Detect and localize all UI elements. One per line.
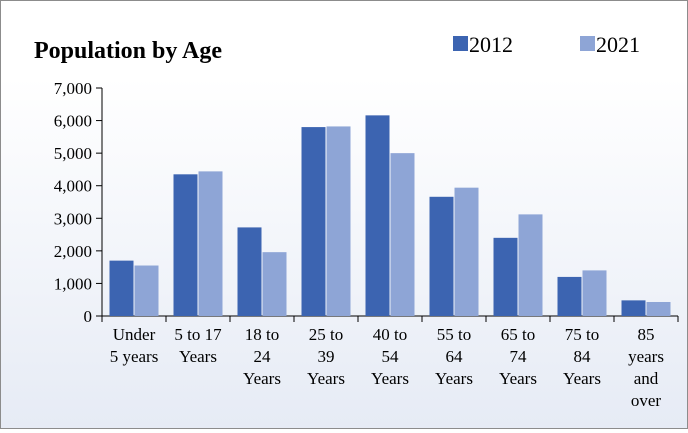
bar-2021-8: [646, 301, 671, 316]
category-label: 65 to 74 Years: [499, 325, 537, 388]
y-tick-labels: 0 1,000 2,000 3,000 4,000 5,000 6,000 7,000: [54, 79, 92, 326]
legend-label-2012: 2012: [469, 32, 513, 57]
legend: 2012 2021: [453, 32, 640, 57]
y-tick-label: 7,000: [54, 79, 92, 98]
bar-2012-1: [173, 174, 198, 316]
y-tick-label: 3,000: [54, 209, 92, 228]
y-tick-label: 5,000: [54, 144, 92, 163]
category-label: 75 to 84 Years: [563, 325, 601, 388]
bar-2021-0: [134, 265, 159, 316]
bar-2021-4: [390, 153, 415, 316]
axes: [96, 87, 679, 322]
y-tick-label: 6,000: [54, 112, 92, 131]
bar-2021-5: [454, 187, 479, 316]
bar-2012-4: [365, 115, 390, 316]
bar-2012-5: [429, 196, 454, 316]
bar-2021-2: [262, 252, 287, 316]
y-tick-label: 4,000: [54, 177, 92, 196]
bar-2021-1: [198, 171, 223, 316]
legend-swatch-2021: [580, 36, 595, 51]
bar-2021-3: [326, 126, 351, 316]
bar-2021-6: [518, 214, 543, 316]
category-label: 18 to 24 Years: [243, 325, 281, 388]
category-label: 5 to 17 Years: [174, 325, 222, 366]
legend-swatch-2012: [453, 36, 468, 51]
category-label: Under 5 years: [110, 325, 159, 366]
legend-label-2021: 2021: [596, 32, 640, 57]
bars: [109, 115, 671, 316]
bar-2012-3: [301, 127, 326, 316]
bar-2012-7: [557, 276, 582, 316]
bar-2021-7: [582, 270, 607, 316]
bar-2012-2: [237, 227, 262, 316]
bar-2012-6: [493, 237, 518, 316]
y-tick-label: 0: [84, 307, 93, 326]
bar-2012-8: [621, 300, 646, 316]
category-labels: Under 5 years 5 to 17 Years 18 to 24 Years 25 t…: [110, 325, 664, 410]
chart-title: Population by Age: [34, 38, 222, 64]
category-label: 85 years and over: [628, 325, 664, 410]
y-tick-label: 2,000: [54, 242, 92, 261]
category-label: 40 to 54 Years: [371, 325, 409, 388]
bar-2012-0: [109, 260, 134, 316]
category-label: 25 to 39 Years: [307, 325, 345, 388]
y-tick-label: 1,000: [54, 274, 92, 293]
category-label: 55 to 64 Years: [435, 325, 473, 388]
